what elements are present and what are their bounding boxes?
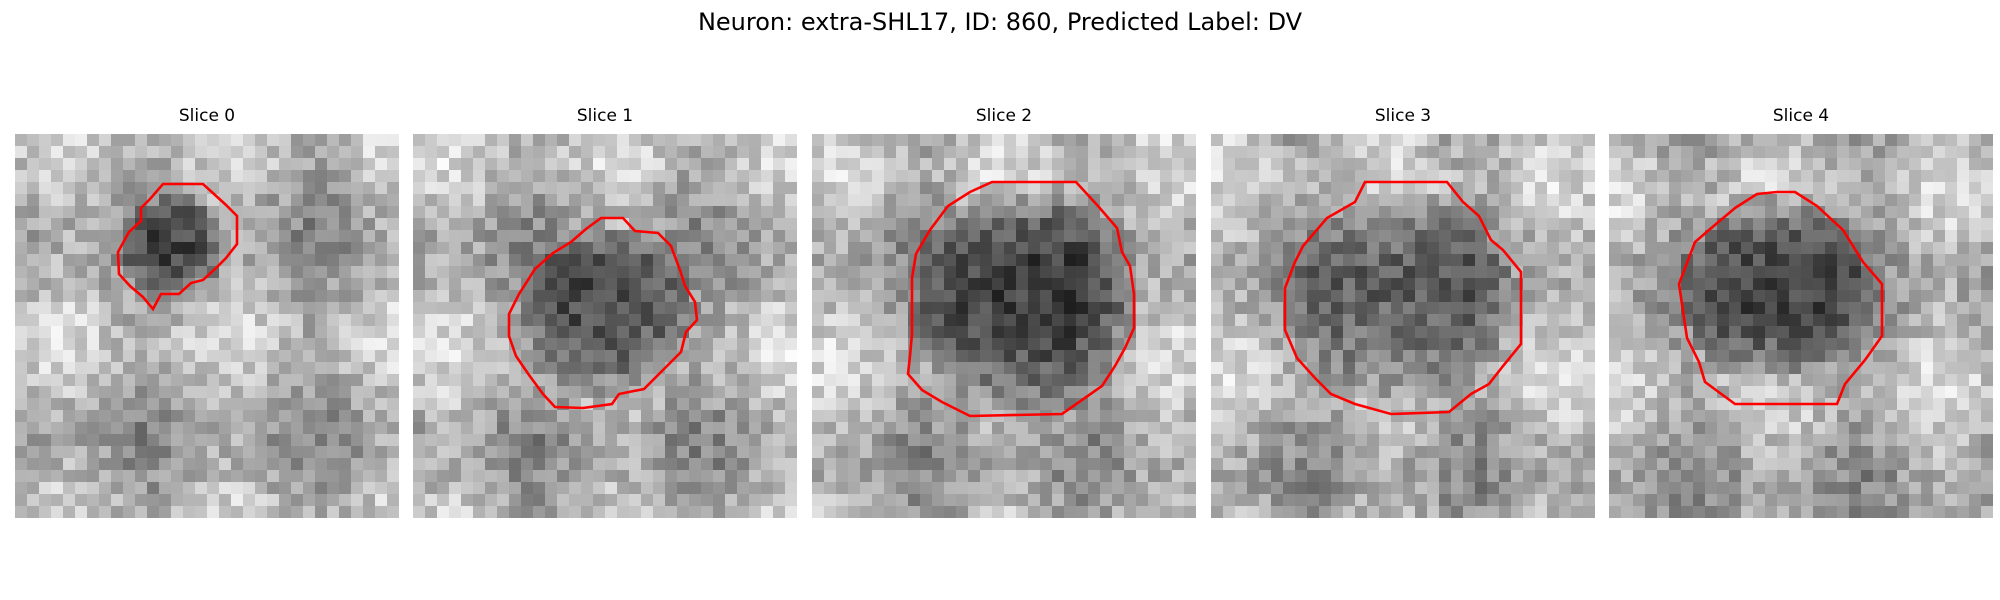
slice-image xyxy=(15,134,399,518)
slice-title: Slice 0 xyxy=(178,106,236,126)
slice-image xyxy=(1211,134,1595,518)
figure-title: Neuron: extra-SHL17, ID: 860, Predicted … xyxy=(697,8,1303,36)
contour-outline xyxy=(507,216,699,410)
contour-outline xyxy=(116,182,239,312)
slice-title: Slice 3 xyxy=(1374,106,1432,126)
slice-image xyxy=(1609,134,1993,518)
slice-image xyxy=(812,134,1196,518)
slice-title: Slice 1 xyxy=(576,106,634,126)
slice-image xyxy=(413,134,797,518)
slice-title: Slice 4 xyxy=(1772,106,1830,126)
slice-title: Slice 2 xyxy=(975,106,1033,126)
contour-outline xyxy=(1677,190,1884,406)
contour-outline xyxy=(906,180,1136,418)
contour-outline xyxy=(1283,180,1523,416)
